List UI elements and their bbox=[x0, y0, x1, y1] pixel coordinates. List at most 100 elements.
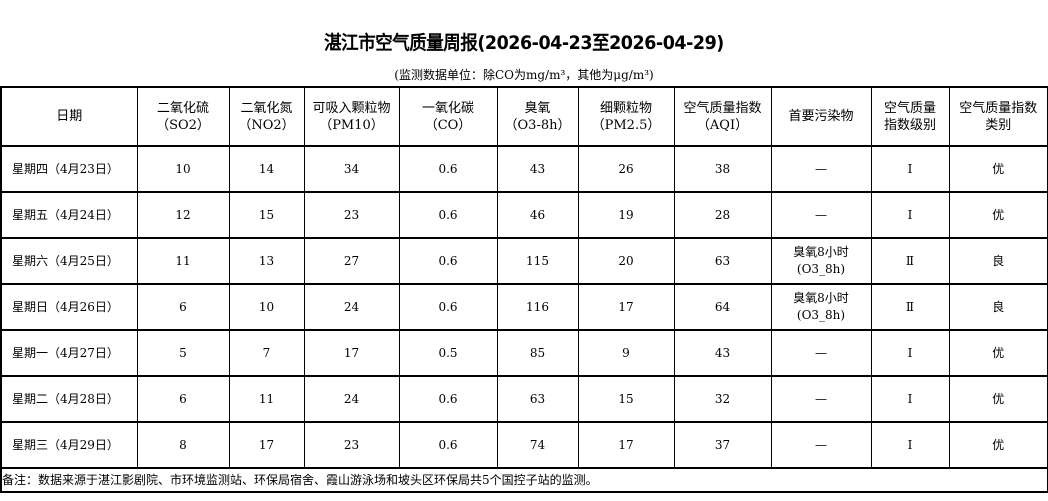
column-header: 日期 bbox=[0, 86, 138, 147]
table-cell: 14 bbox=[228, 145, 305, 193]
header-line2: （NO2） bbox=[238, 117, 295, 133]
header-line2: （PM2.5） bbox=[591, 117, 661, 133]
table-cell: Ⅰ bbox=[870, 191, 950, 239]
table-row: 星期四（4月23日） 10 14 34 0.6 43 26 38— Ⅰ 优 bbox=[0, 145, 1048, 193]
table-cell: — bbox=[770, 329, 872, 377]
header-line1: 首要污染物 bbox=[788, 109, 854, 124]
table-cell: 12 bbox=[136, 191, 230, 239]
table-cell: 17 bbox=[577, 283, 675, 331]
header-line2: 指数级别 bbox=[883, 117, 936, 133]
column-header: 可吸入颗粒物 （PM10） bbox=[303, 86, 400, 147]
table-cell: — bbox=[770, 191, 872, 239]
unit-note: (监测数据单位：除CO为mg/m³，其他为μg/m³) bbox=[394, 68, 654, 82]
table-cell: 43 bbox=[496, 145, 579, 193]
table-cell: 27 bbox=[303, 237, 400, 285]
table-cell: 11 bbox=[136, 237, 230, 285]
header-line1: 二氧化氮 bbox=[240, 100, 293, 116]
header-line1: 细颗粒物 bbox=[599, 100, 652, 116]
table-cell: 11 bbox=[228, 375, 305, 423]
table-cell: 9 bbox=[577, 329, 675, 377]
table-cell: 0.6 bbox=[398, 283, 498, 331]
table-cell: 臭氧8小时 (O3_8h) bbox=[770, 237, 872, 285]
table-cell: Ⅰ bbox=[870, 329, 950, 377]
table-cell: 37 bbox=[673, 421, 772, 469]
table-cell: 64 bbox=[673, 283, 772, 331]
table-cell: 星期五（4月24日） bbox=[0, 191, 138, 239]
table-cell: 19 bbox=[577, 191, 675, 239]
table-cell: 32 bbox=[673, 375, 772, 423]
column-header: 空气质量 指数级别 bbox=[870, 86, 950, 147]
table-cell: 星期六（4月25日） bbox=[0, 237, 138, 285]
header-row: 日期 二氧化硫 （SO2） 二氧化氮 （NO2） 可吸入颗粒物 （PM10） 一氧化碳 （CO）… bbox=[0, 86, 1048, 147]
table-cell: 24 bbox=[303, 375, 400, 423]
table-cell: 优 bbox=[948, 145, 1048, 193]
table-cell: 0.6 bbox=[398, 145, 498, 193]
table-cell: 24 bbox=[303, 283, 400, 331]
page-title: 湛江市空气质量周报(2026-04-23至2026-04-29) bbox=[324, 32, 724, 54]
table-cell: 23 bbox=[303, 421, 400, 469]
table-cell: 0.6 bbox=[398, 191, 498, 239]
header-line2: 类别 bbox=[985, 117, 1012, 133]
table-row: 星期三（4月29日） 8 17 23 0.6 74 17 37— Ⅰ 优 bbox=[0, 421, 1048, 469]
table-cell: 43 bbox=[673, 329, 772, 377]
column-header: 二氧化硫 （SO2） bbox=[136, 86, 230, 147]
table-cell: 17 bbox=[303, 329, 400, 377]
table-cell: 6 bbox=[136, 375, 230, 423]
table-cell: 优 bbox=[948, 421, 1048, 469]
column-header: 二氧化氮 （NO2） bbox=[228, 86, 305, 147]
table-cell: 星期三（4月29日） bbox=[0, 421, 138, 469]
table-cell: 46 bbox=[496, 191, 579, 239]
header-line2: （SO2） bbox=[156, 117, 210, 133]
table-cell: 星期日（4月26日） bbox=[0, 283, 138, 331]
table-cell: 0.6 bbox=[398, 421, 498, 469]
table-cell: 20 bbox=[577, 237, 675, 285]
header-line1: 二氧化硫 bbox=[156, 100, 209, 116]
header-line1: 一氧化碳 bbox=[421, 100, 474, 116]
table-cell: 28 bbox=[673, 191, 772, 239]
table-cell: 17 bbox=[228, 421, 305, 469]
table-cell: 8 bbox=[136, 421, 230, 469]
column-header: 空气质量指数 类别 bbox=[948, 86, 1048, 147]
table-cell: — bbox=[770, 375, 872, 423]
header-line1: 空气质量指数 bbox=[959, 100, 1038, 116]
header-line1: 日期 bbox=[56, 109, 83, 124]
table-cell: 10 bbox=[136, 145, 230, 193]
table-cell: 34 bbox=[303, 145, 400, 193]
header-line1: 空气质量指数 bbox=[683, 100, 762, 116]
table-cell: Ⅰ bbox=[870, 375, 950, 423]
air-quality-table: 日期 二氧化硫 （SO2） 二氧化氮 （NO2） 可吸入颗粒物 （PM10） 一氧化碳 （CO）… bbox=[0, 86, 1048, 493]
table-cell: 116 bbox=[496, 283, 579, 331]
table-cell: 0.6 bbox=[398, 375, 498, 423]
table-cell: 6 bbox=[136, 283, 230, 331]
table-cell: 优 bbox=[948, 329, 1048, 377]
table-cell: 63 bbox=[673, 237, 772, 285]
table-cell: 0.5 bbox=[398, 329, 498, 377]
table-cell: — bbox=[770, 145, 872, 193]
table-row: 星期日（4月26日） 6 10 24 0.6 116 17 64 臭氧8小时 (O3_8h) Ⅱ 良 bbox=[0, 283, 1048, 331]
table-cell: 17 bbox=[577, 421, 675, 469]
table-cell: — bbox=[770, 421, 872, 469]
header-line1: 空气质量 bbox=[883, 100, 936, 116]
table-cell: 优 bbox=[948, 375, 1048, 423]
column-header: 空气质量指数 （AQI） bbox=[673, 86, 772, 147]
table-cell: 10 bbox=[228, 283, 305, 331]
table-cell: 38 bbox=[673, 145, 772, 193]
table-cell: Ⅰ bbox=[870, 145, 950, 193]
table-cell: 臭氧8小时 (O3_8h) bbox=[770, 283, 872, 331]
table-cell: 星期二（4月28日） bbox=[0, 375, 138, 423]
table-cell: 13 bbox=[228, 237, 305, 285]
table-cell: 15 bbox=[577, 375, 675, 423]
table-cell: 星期一（4月27日） bbox=[0, 329, 138, 377]
table-cell: 85 bbox=[496, 329, 579, 377]
table-cell: 0.6 bbox=[398, 237, 498, 285]
table-cell: Ⅱ bbox=[870, 237, 950, 285]
table-row: 星期五（4月24日） 12 15 23 0.6 46 19 28— Ⅰ 优 bbox=[0, 191, 1048, 239]
table-cell: 15 bbox=[228, 191, 305, 239]
table-cell: 良 bbox=[948, 237, 1048, 285]
table-cell: 优 bbox=[948, 191, 1048, 239]
column-header: 细颗粒物 （PM2.5） bbox=[577, 86, 675, 147]
table-cell: 5 bbox=[136, 329, 230, 377]
table-cell: 63 bbox=[496, 375, 579, 423]
header-line2: （O3-8h） bbox=[504, 117, 571, 133]
table-cell: 74 bbox=[496, 421, 579, 469]
